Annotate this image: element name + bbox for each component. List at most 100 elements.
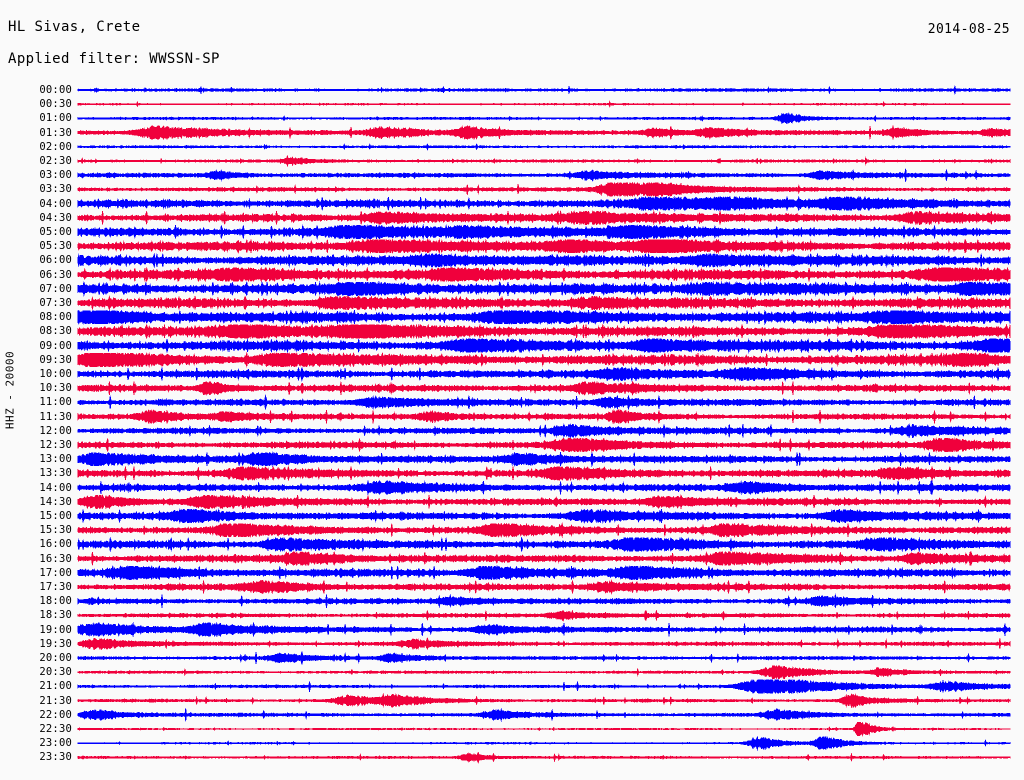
seismic-trace: [77, 479, 1011, 496]
seismic-trace: [77, 394, 1011, 411]
time-tick-label: 17:30: [39, 581, 72, 593]
time-tick-label: 08:00: [39, 311, 72, 324]
seismic-trace: [77, 143, 1011, 151]
seismic-trace: [77, 609, 1011, 622]
seismic-trace: [77, 280, 1011, 297]
time-tick-label: 02:00: [39, 140, 72, 153]
time-tick-label: 13:00: [39, 453, 72, 466]
seismic-trace: [77, 181, 1011, 197]
seismic-trace: [77, 112, 1011, 125]
time-tick-label: 07:00: [39, 282, 72, 295]
time-tick-label: 18:30: [39, 609, 72, 622]
time-tick-label: 10:30: [39, 382, 72, 395]
seismic-trace: [77, 651, 1011, 665]
time-tick-label: 18:00: [39, 595, 72, 608]
seismic-trace: [77, 295, 1011, 311]
seismic-trace: [77, 124, 1011, 141]
time-tick-label: 01:30: [39, 126, 72, 139]
seismic-trace: [77, 168, 1011, 182]
time-tick-label: 16:30: [39, 552, 72, 565]
time-tick-label: 11:30: [39, 410, 72, 423]
seismic-trace: [77, 593, 1011, 609]
time-tick-label: 15:30: [39, 524, 72, 537]
seismic-trace: [77, 692, 1011, 709]
time-tick-label: 16:00: [39, 538, 72, 551]
seismic-trace: [77, 366, 1011, 382]
seismic-trace: [77, 437, 1011, 453]
seismic-trace: [77, 100, 1011, 108]
seismic-trace: [77, 252, 1011, 269]
seismic-trace: [77, 309, 1011, 326]
seismic-trace: [77, 408, 1011, 425]
time-tick-label: 04:30: [39, 211, 72, 224]
time-tick-label: 12:00: [39, 424, 72, 437]
time-tick-label: 07:30: [39, 297, 72, 309]
seismic-trace: [77, 522, 1011, 538]
seismic-trace: [77, 337, 1011, 354]
time-tick-label: 06:00: [39, 254, 72, 267]
time-tick-label: 22:30: [39, 723, 72, 735]
seismic-trace: [77, 621, 1011, 638]
seismic-trace: [77, 465, 1011, 482]
time-tick-label: 05:00: [39, 226, 72, 238]
seismic-trace: [77, 451, 1011, 468]
time-tick-label: 20:00: [39, 652, 72, 664]
seismic-trace: [77, 195, 1011, 212]
time-tick-label: 03:00: [39, 169, 72, 182]
time-tick-label: 03:30: [39, 183, 72, 196]
seismic-trace: [77, 423, 1011, 439]
page-title: HL Sivas, Crete: [8, 19, 141, 35]
time-tick-label: 10:00: [39, 368, 72, 380]
seismic-trace: [77, 721, 1011, 737]
time-tick-label: 20:30: [39, 666, 72, 679]
seismic-trace: [77, 508, 1011, 524]
seismic-trace: [77, 154, 1011, 168]
time-tick-label: 21:30: [39, 694, 72, 707]
time-tick-label: 09:00: [39, 339, 72, 352]
time-tick-label: 17:00: [39, 566, 72, 579]
time-tick-label: 23:30: [39, 751, 72, 764]
seismic-trace: [77, 84, 1011, 96]
time-tick-label: 05:30: [39, 240, 72, 253]
time-tick-label: 14:00: [39, 481, 72, 494]
seismic-trace: [77, 266, 1011, 283]
time-tick-label: 19:30: [39, 637, 72, 650]
seismic-trace: [77, 664, 1011, 680]
time-tick-label: 12:30: [39, 439, 72, 451]
time-tick-label: 15:00: [39, 510, 72, 522]
time-tick-label: 00:00: [39, 84, 72, 96]
time-tick-label: 04:00: [39, 197, 72, 210]
time-tick-label: 00:30: [39, 98, 72, 111]
time-tick-label: 06:30: [39, 268, 72, 281]
seismic-trace: [77, 579, 1011, 595]
time-tick-label: 21:00: [39, 680, 72, 693]
seismic-trace: [77, 351, 1011, 368]
record-date: 2014-08-25: [927, 22, 1010, 37]
time-tick-label: 22:00: [39, 708, 72, 721]
seismic-trace: [77, 751, 1011, 764]
seismic-trace: [77, 224, 1011, 240]
seismic-trace: [77, 735, 1011, 752]
seismic-trace: [77, 209, 1011, 226]
time-tick-label: 14:30: [39, 495, 72, 508]
time-tick-label: 13:30: [39, 467, 72, 480]
seismic-trace: [77, 323, 1011, 340]
applied-filter-label: Applied filter: WWSSN-SP: [8, 51, 220, 67]
time-tick-label: 09:30: [39, 353, 72, 366]
seismic-trace: [77, 708, 1011, 722]
seismic-trace: [77, 565, 1011, 581]
seismic-trace: [77, 380, 1011, 396]
seismic-trace: [77, 238, 1011, 255]
seismic-trace: [77, 494, 1011, 510]
time-axis: 00:00 00:30 01:00 01:30 02:00 02:30 03:00 03:30…: [0, 0, 76, 780]
time-tick-label: 23:00: [39, 737, 72, 750]
time-tick-label: 02:30: [39, 155, 72, 167]
time-tick-label: 19:00: [39, 623, 72, 636]
seismic-trace: [77, 679, 1011, 694]
time-tick-label: 08:30: [39, 325, 72, 338]
time-tick-label: 11:00: [39, 396, 72, 409]
time-tick-label: 01:00: [39, 112, 72, 125]
